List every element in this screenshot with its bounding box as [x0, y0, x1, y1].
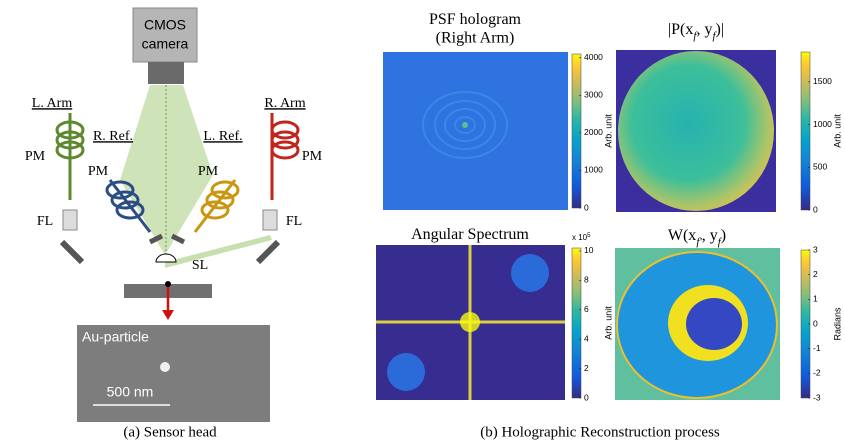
colorbar-tick-label: -3 [813, 392, 821, 402]
colorbar-tick-label: 6 [584, 304, 589, 314]
multiplier-exp: 5 [587, 233, 591, 239]
panel-title: (Right Arm) [436, 30, 515, 47]
arrow-head [162, 310, 174, 320]
label: camera [142, 36, 189, 52]
title-part: )| [716, 21, 725, 38]
amplitude-pupil [618, 51, 774, 211]
spectrum-order [511, 254, 549, 292]
title-part: , y [702, 227, 718, 244]
mirror [172, 236, 184, 242]
label: SL [192, 258, 208, 273]
colorbar-tick-label: -1 [813, 343, 821, 353]
colorbar-tick-label: 3000 [584, 90, 603, 100]
colorbar-label: Arb. unit [832, 114, 842, 148]
psf-image [383, 52, 568, 210]
label: L. Arm [32, 96, 73, 111]
title-part: PSF hologram [429, 11, 522, 28]
panel-title: W(xf', yf) [668, 227, 726, 248]
colorbar-label: Radians [832, 307, 842, 341]
sensor-head: CMOS camera L. Arm R. Arm R. Ref. L. Ref… [25, 8, 323, 440]
colorbar-label: Arb. unit [603, 114, 613, 148]
label: R. Ref. [93, 129, 133, 144]
phase-center [686, 298, 742, 350]
label: FL [37, 214, 53, 229]
label: Au-particle [82, 329, 149, 345]
multiplier-base: x 10 [572, 233, 588, 242]
colorbar-tick-label: 1 [813, 294, 818, 304]
colorbar [801, 52, 810, 210]
mirror [258, 242, 278, 262]
mirror [62, 242, 82, 262]
colorbar-tick-label: -2 [813, 368, 821, 378]
lens [263, 210, 277, 230]
label: FL [286, 214, 302, 229]
panel-title: |P(xf, yf)| [668, 21, 724, 42]
title-part: |P(x [668, 21, 693, 38]
caption: (a) Sensor head [123, 424, 217, 440]
colorbar-tick-label: 2 [584, 363, 589, 373]
label: R. Arm [264, 96, 305, 111]
colorbar [572, 248, 581, 398]
label: PM [88, 164, 109, 179]
colorbar-tick-label: 0 [584, 392, 589, 402]
colorbar-tick-label: 1500 [813, 76, 832, 86]
particle [160, 362, 170, 372]
colorbar-tick-label: 1000 [584, 165, 603, 175]
colorbar-tick-label: 500 [813, 162, 827, 172]
colorbar-tick-label: 8 [584, 275, 589, 285]
colorbar-tick-label: 2000 [584, 127, 603, 137]
colorbar-tick-label: 0 [813, 204, 818, 214]
title-part: W(x [668, 227, 696, 244]
camera-lens [148, 62, 184, 84]
label: PM [25, 149, 46, 164]
panel-title: Angular Spectrum [411, 226, 529, 243]
colorbar-tick-label: 1000 [813, 119, 832, 129]
colorbar-label: Arb. unit [603, 306, 613, 340]
colorbar-tick-label: 3 [813, 244, 818, 254]
spectrum-order [387, 353, 425, 391]
label: PM [198, 164, 219, 179]
colorbar-tick-label: 4 [584, 333, 589, 343]
title-part: , y [696, 21, 712, 38]
label: PM [302, 149, 323, 164]
figure: CMOS camera L. Arm R. Arm R. Ref. L. Ref… [0, 0, 845, 444]
colorbar-multiplier: x 105 [572, 233, 591, 243]
label: CMOS [144, 17, 186, 33]
caption: (b) Holographic Reconstruction process [480, 424, 720, 440]
lens [63, 210, 77, 230]
particle-dot [165, 281, 171, 287]
title-part: ) [721, 227, 726, 244]
colorbar-tick-label: 4000 [584, 52, 603, 62]
colorbar-tick-label: 0 [813, 318, 818, 328]
title-part: Angular Spectrum [411, 226, 529, 243]
colorbar-tick-label: 0 [584, 202, 589, 212]
label: 500 nm [107, 384, 154, 400]
colorbar-tick-label: 10 [584, 245, 594, 255]
colorbar [572, 54, 581, 208]
colorbar-tick-label: 2 [813, 269, 818, 279]
label: L. Ref. [203, 129, 242, 144]
panel-title: PSF hologram [429, 11, 522, 28]
solid-lens [156, 254, 176, 262]
